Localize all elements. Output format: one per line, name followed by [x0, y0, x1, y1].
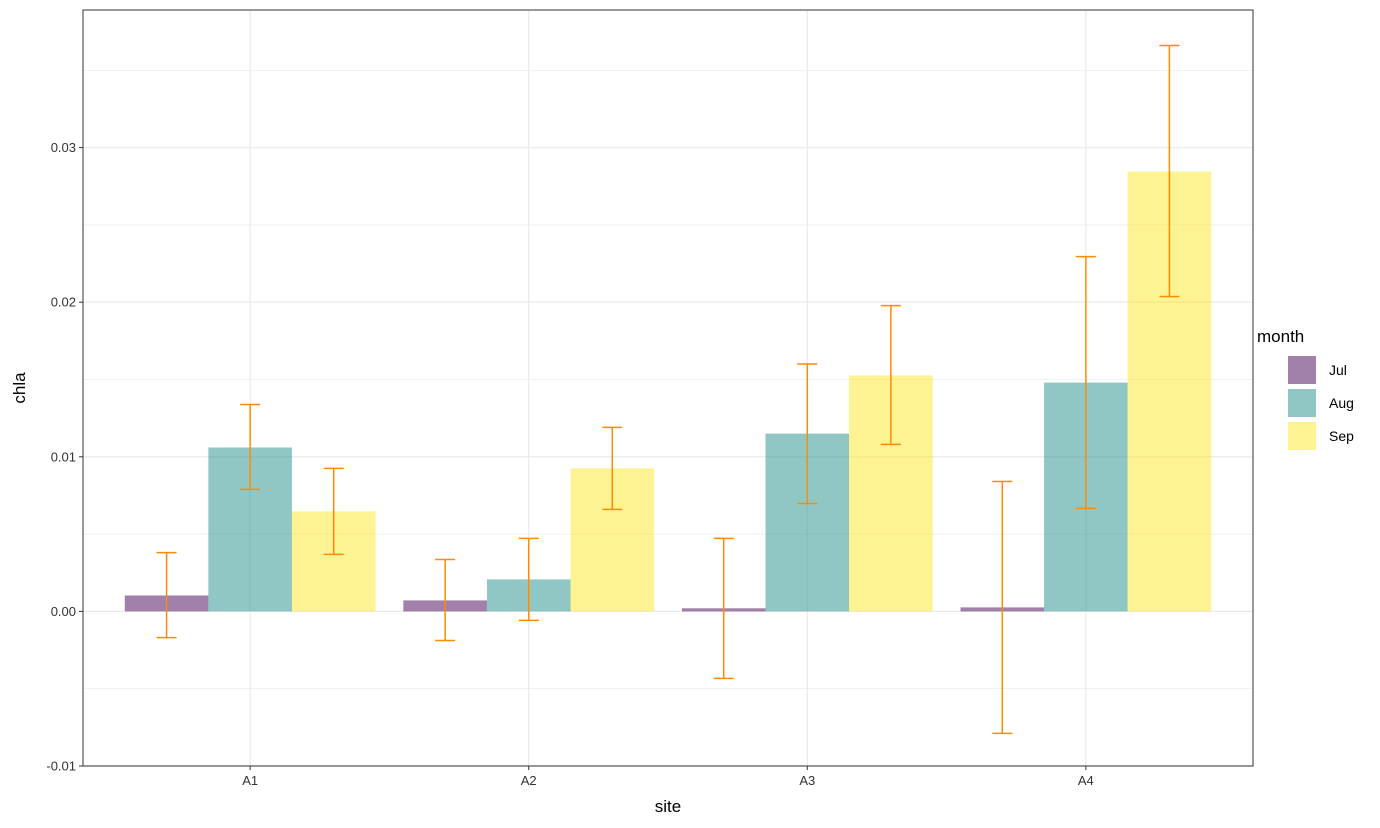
y-tick-label: -0.01 — [46, 759, 76, 774]
x-axis: A1 A2 A3 A4 — [242, 766, 1094, 788]
x-tick-label: A3 — [799, 773, 815, 788]
y-axis: -0.01 0.00 0.01 0.02 0.03 — [46, 140, 83, 774]
y-tick-label: 0.02 — [51, 295, 76, 310]
legend-key-aug — [1288, 389, 1316, 417]
x-tick-label: A4 — [1078, 773, 1094, 788]
legend: month Jul Aug Sep — [1257, 327, 1354, 450]
plot-panel-border — [82, 9, 1254, 767]
y-tick-label: 0.01 — [51, 449, 76, 464]
legend-key-sep — [1288, 422, 1316, 450]
x-tick-label: A1 — [242, 773, 258, 788]
x-axis-title: site — [655, 797, 681, 816]
y-axis-title: chla — [10, 372, 29, 404]
x-tick-label: A2 — [521, 773, 537, 788]
y-tick-label: 0.00 — [51, 604, 76, 619]
legend-label: Aug — [1329, 395, 1354, 411]
legend-key-jul — [1288, 356, 1316, 384]
legend-label: Jul — [1329, 362, 1347, 378]
error-bars — [156, 44, 1180, 735]
legend-title: month — [1257, 327, 1304, 346]
legend-label: Sep — [1329, 428, 1354, 444]
bars — [124, 171, 1212, 612]
y-tick-label: 0.03 — [51, 140, 76, 155]
